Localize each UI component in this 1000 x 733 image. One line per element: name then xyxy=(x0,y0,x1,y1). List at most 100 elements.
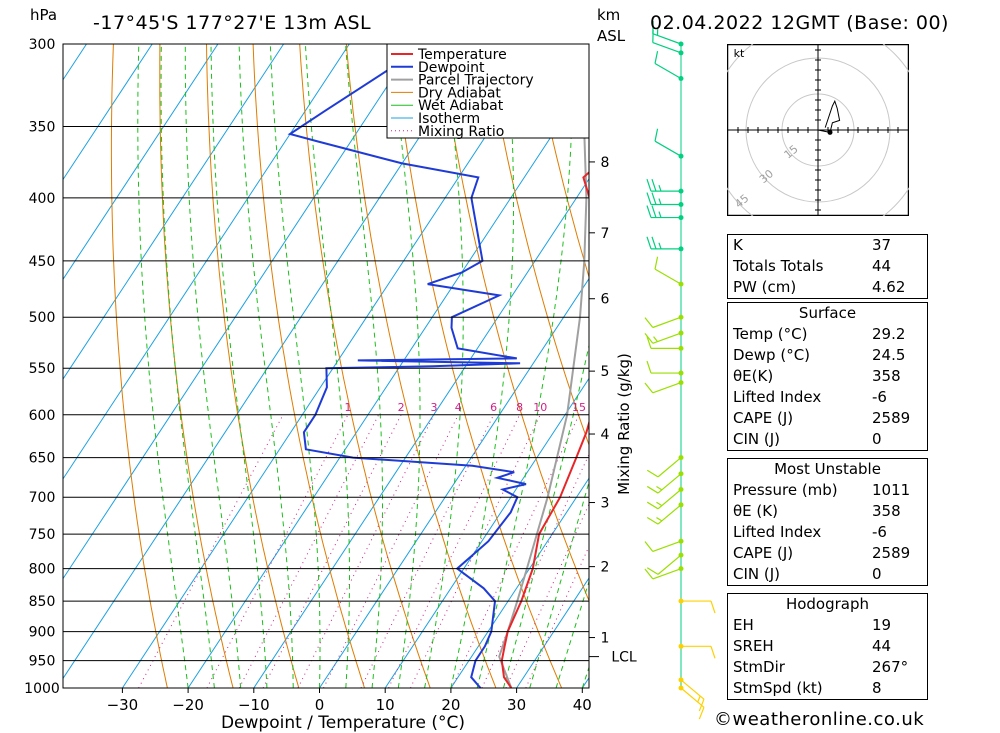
pressure-tick-label: 350 xyxy=(29,119,56,135)
pressure-tick-label: 650 xyxy=(29,451,56,467)
legend-box xyxy=(386,43,590,139)
surface-value: 2589 xyxy=(872,409,911,427)
wind-barb-staff xyxy=(652,540,682,553)
km-tick-label: 5 xyxy=(601,364,610,380)
mixing-ratio-label: 10 xyxy=(533,401,547,414)
wind-barb xyxy=(646,552,684,575)
wind-barb-half-flag xyxy=(658,198,662,205)
wind-barb-dot xyxy=(678,41,684,47)
pressure-tick-label: 500 xyxy=(29,310,56,326)
surface-value: 29.2 xyxy=(872,325,906,343)
wind-barb-staff xyxy=(652,42,682,54)
wind-barb-dot xyxy=(678,76,684,82)
surface-value: 24.5 xyxy=(872,346,906,364)
dry-adiabat-line xyxy=(485,44,589,447)
wind-barb-dot xyxy=(678,314,684,320)
wet-adiabat-line xyxy=(529,480,589,688)
wind-barb-flag xyxy=(646,192,652,205)
isotherm-line xyxy=(63,44,350,480)
wind-barb xyxy=(644,330,684,344)
wind-barb-flag xyxy=(646,567,659,575)
wind-barb-dot xyxy=(678,487,684,493)
wind-barb-half-flag xyxy=(658,184,662,192)
wind-barb-flag xyxy=(654,128,659,142)
legend-entry: Temperature xyxy=(417,47,507,63)
index-label: Totals Totals xyxy=(733,257,824,275)
wind-barb xyxy=(644,538,684,553)
legend-entry: Parcel Trajectory xyxy=(418,73,534,89)
pressure-tick-label: 300 xyxy=(29,37,56,53)
wind-barb-half-flag xyxy=(656,486,663,491)
km-tick-label: 6 xyxy=(601,292,610,308)
wind-barb-dot xyxy=(678,455,684,461)
pressure-tick-label: 850 xyxy=(29,594,56,610)
isotherm-line xyxy=(450,477,589,688)
wind-barb-dot xyxy=(678,202,684,208)
mixing-ratio-label: 15 xyxy=(572,401,586,414)
wet-adiabat-line xyxy=(269,44,321,688)
mu-value: 0 xyxy=(872,565,882,583)
wet-adiabat-line xyxy=(184,44,242,688)
dewpoint-line xyxy=(287,44,527,688)
isotherm-line xyxy=(63,44,153,181)
asl-label: ASL xyxy=(597,27,626,45)
wind-barb-flag xyxy=(698,707,705,720)
x-tick-label: 10 xyxy=(376,696,395,714)
x-tick-label: −30 xyxy=(107,696,139,714)
x-tick-label: −20 xyxy=(172,696,204,714)
x-axis-title: Dewpoint / Temperature (°C) xyxy=(221,713,465,733)
wind-barb-flag xyxy=(646,501,659,510)
mixing-ratio-label: 4 xyxy=(455,401,462,414)
wind-barb-dot xyxy=(678,153,684,159)
wind-barb xyxy=(646,205,684,221)
wind-barb-flag xyxy=(644,541,654,552)
wind-barb-dot xyxy=(678,188,684,194)
wind-barb-flag xyxy=(644,382,654,394)
wind-barb-flag xyxy=(644,568,654,580)
x-tick-label: 20 xyxy=(441,696,460,714)
legend-entry: Dewpoint xyxy=(418,60,485,76)
mu-value: 358 xyxy=(872,502,901,520)
wind-barb-dot xyxy=(678,50,684,56)
mixing-ratio-axis-title: Mixing Ratio (g/kg) xyxy=(615,353,633,495)
hodo-label: EH xyxy=(733,616,754,634)
wind-barb-flag xyxy=(646,336,652,349)
wind-barb-flag xyxy=(646,485,659,494)
isotherm-line xyxy=(63,44,482,680)
index-value: 4.62 xyxy=(872,278,906,296)
storm-motion-marker xyxy=(827,129,833,135)
hodo-value: 267° xyxy=(872,658,909,676)
wind-barb-dot xyxy=(678,685,684,691)
pressure-tick-label: 700 xyxy=(29,490,56,506)
wind-barb xyxy=(646,336,684,351)
mixing-ratio-label: 6 xyxy=(490,401,497,414)
dry-adiabat-line xyxy=(159,44,234,688)
mixing-ratio-label: 1 xyxy=(344,401,351,414)
wind-barb xyxy=(644,566,684,580)
x-tick-label: −10 xyxy=(238,696,270,714)
dry-adiabat-line xyxy=(952,44,1000,688)
wind-barb-dot xyxy=(678,281,684,287)
mixing-ratio-line xyxy=(238,414,380,688)
wet-adiabat-line xyxy=(210,44,268,688)
wind-barb-dot xyxy=(678,330,684,336)
copyright-link[interactable]: ©weatheronline.co.uk xyxy=(714,709,925,730)
wind-barb-half-flag xyxy=(656,517,663,522)
wind-barb-flag xyxy=(646,236,652,250)
most-unstable-title: Most Unstable xyxy=(774,460,881,478)
index-value: 44 xyxy=(872,257,892,275)
wet-adiabat-line xyxy=(160,44,215,688)
pressure-tick-label: 900 xyxy=(29,625,56,641)
wind-barb-dot xyxy=(678,502,684,508)
wind-barb-flag xyxy=(646,516,659,525)
isotherm-line xyxy=(121,44,547,688)
wet-adiabat-line xyxy=(345,44,383,688)
isotherm-line xyxy=(0,44,21,688)
hodo-value: 19 xyxy=(872,616,892,634)
hodo-value: 44 xyxy=(872,637,892,655)
most-unstable-table: Most Unstable Pressure (mb) 1011 θE (K) 35… xyxy=(727,458,928,586)
wind-barb-staff xyxy=(657,457,682,478)
mixing-ratio-label: 20 xyxy=(600,401,614,414)
wind-barb-flag xyxy=(646,178,652,192)
